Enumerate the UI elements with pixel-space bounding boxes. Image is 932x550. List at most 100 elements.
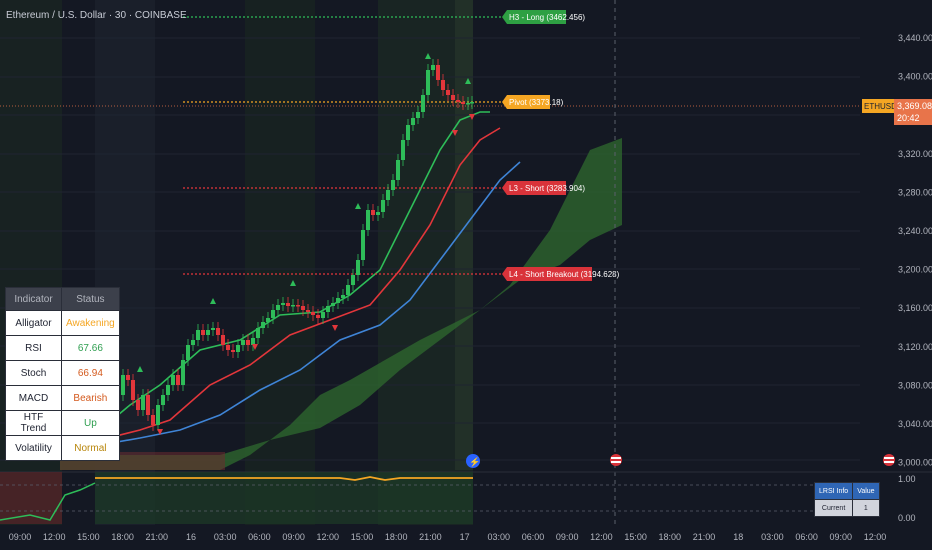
- candle-body: [316, 315, 320, 318]
- time-tick: 03:00: [488, 532, 511, 542]
- candle-body: [331, 303, 335, 306]
- svg-text:Pivot (3373.18): Pivot (3373.18): [509, 98, 564, 107]
- price-scale[interactable]: 3,440.003,400.003,360.003,320.003,280.00…: [898, 33, 932, 468]
- row-status: 67.66: [61, 335, 120, 361]
- sell-signal-marker: [157, 429, 163, 435]
- candle-body: [151, 415, 155, 425]
- row-name: Alligator: [5, 310, 62, 336]
- candle-body: [470, 102, 474, 104]
- candle-body: [201, 330, 205, 335]
- time-tick: 21:00: [146, 532, 169, 542]
- cloud-fill: [60, 138, 622, 470]
- candle-body: [181, 360, 185, 385]
- buy-signal-marker: [210, 298, 216, 304]
- candle-body: [431, 65, 435, 70]
- candle-body: [396, 160, 400, 180]
- candle-body: [176, 375, 180, 385]
- sell-signal-marker: [252, 344, 258, 350]
- candle-body: [296, 305, 300, 307]
- candle-body: [456, 100, 460, 102]
- svg-text:ETHUSD: ETHUSD: [864, 102, 897, 111]
- time-tick: 21:00: [693, 532, 716, 542]
- candle-body: [466, 103, 470, 105]
- blue-ma-line: [99, 161, 521, 446]
- col-header-indicator: Indicator: [5, 287, 62, 311]
- time-tick: 09:00: [282, 532, 305, 542]
- time-tick: 06:00: [248, 532, 271, 542]
- event-icon-1[interactable]: ⚡: [466, 454, 480, 468]
- candle-body: [371, 210, 375, 215]
- candle-body: [246, 340, 250, 345]
- lrsi-header-info: LRSI Info: [813, 482, 854, 500]
- buy-signal-marker: [465, 78, 471, 84]
- col-header-status: Status: [61, 287, 120, 311]
- time-tick: 18:00: [111, 532, 134, 542]
- candle-body: [261, 322, 265, 328]
- candle-body: [446, 90, 450, 95]
- candle-body: [186, 345, 190, 360]
- us-flag-icon-2[interactable]: [883, 454, 895, 466]
- time-tick: 09:00: [556, 532, 579, 542]
- row-name: HTF Trend: [5, 410, 62, 436]
- candle-body: [156, 405, 160, 425]
- candle-body: [281, 303, 285, 305]
- time-tick: 21:00: [419, 532, 442, 542]
- osc-green-zone: [95, 472, 473, 524]
- signal-markers: [137, 53, 475, 435]
- row-status: Normal: [61, 435, 120, 461]
- last-price-tag: 3,369.08 20:42: [894, 99, 932, 125]
- buy-signal-marker: [137, 366, 143, 372]
- row-status: Bearish: [61, 385, 120, 411]
- pivot-label: Pivot (3373.18): [502, 95, 564, 109]
- time-tick: 06:00: [522, 532, 545, 542]
- candle-body: [351, 275, 355, 285]
- session-background: [0, 0, 473, 525]
- candle-body: [221, 335, 225, 345]
- time-tick: 12:00: [43, 532, 66, 542]
- candle-body: [161, 395, 165, 405]
- price-tick: 3,000.00: [898, 458, 932, 468]
- candle-body: [236, 345, 240, 352]
- candle-body: [366, 210, 370, 230]
- candle-body: [216, 328, 220, 335]
- lrsi-info-table: LRSI Info Value Current 1: [813, 482, 880, 517]
- candle-body: [386, 190, 390, 200]
- candle-body: [401, 140, 405, 160]
- candle-body: [336, 298, 340, 303]
- candle-body: [391, 180, 395, 190]
- lrsi-green-line: [0, 482, 96, 521]
- time-tick: 18:00: [659, 532, 682, 542]
- candle-body: [341, 295, 345, 298]
- row-status: Awakening: [61, 310, 120, 336]
- lrsi-header-value: Value: [852, 482, 880, 500]
- candle-body: [266, 318, 270, 322]
- osc-tick-top: 1.00: [898, 474, 916, 484]
- candle-body: [451, 95, 455, 100]
- candle-body: [256, 328, 260, 338]
- svg-text:L4 - Short Breakout (3194.628): L4 - Short Breakout (3194.628): [509, 270, 620, 279]
- time-tick: 15:00: [77, 532, 100, 542]
- candle-body: [206, 330, 210, 335]
- candle-body: [191, 340, 195, 345]
- l4-label: L4 - Short Breakout (3194.628): [502, 267, 620, 281]
- time-tick: 12:00: [864, 532, 887, 542]
- time-tick: 15:00: [624, 532, 647, 542]
- candle-body: [141, 395, 145, 410]
- symbol-title[interactable]: Ethereum / U.S. Dollar · 30 · COINBASE: [6, 10, 187, 21]
- us-flag-icon[interactable]: [610, 454, 622, 466]
- row-name: Stoch: [5, 360, 62, 386]
- candle-body: [231, 350, 235, 352]
- red-ma-line: [99, 127, 501, 441]
- price-grid: [0, 37, 860, 461]
- time-tick: 18:00: [385, 532, 408, 542]
- svg-text:3,369.08: 3,369.08: [897, 101, 932, 111]
- time-axis[interactable]: 09:00 12:00 15:00 18:00 21:00 16 03:00 06:00 09:…: [9, 532, 887, 542]
- candle-body: [226, 345, 230, 350]
- price-tick: 3,280.00: [898, 187, 932, 197]
- price-tick: 3,400.00: [898, 72, 932, 82]
- price-tick: 3,320.00: [898, 149, 932, 159]
- candle-body: [461, 102, 465, 104]
- candle-body: [166, 385, 170, 395]
- svg-text:20:42: 20:42: [897, 113, 920, 123]
